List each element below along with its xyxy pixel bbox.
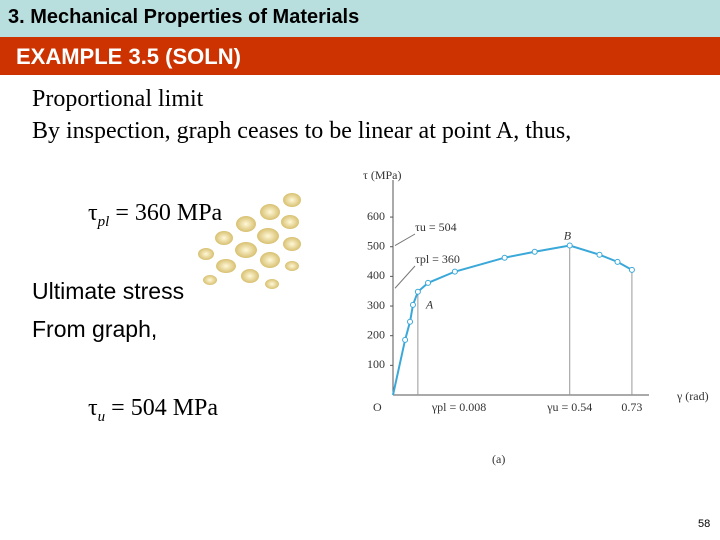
data-point [501,254,508,261]
point-label: A [425,298,434,312]
point-label: B [564,228,572,242]
text-line: Ultimate stress [32,278,185,304]
header-bar: 3. Mechanical Properties of Materials [0,0,720,37]
y-tick-label: 300 [367,298,385,312]
data-point [451,268,458,275]
x-tick-label: γu = 0.54 [546,400,592,414]
banner: EXAMPLE 3.5 (SOLN) [0,37,720,75]
header-title: 3. Mechanical Properties of Materials [8,6,360,28]
x-tick-label: 0.73 [621,400,642,414]
subscript: u [97,408,106,425]
decoration [198,193,301,289]
y-tick-label: 200 [367,327,385,341]
annotation: τu = 504 [415,220,457,234]
y-tick-label: 600 [367,209,385,223]
data-point [402,336,409,343]
data-point [409,301,416,308]
formula-rest: = 504 MPa [111,395,219,421]
y-tick-label: 100 [367,357,385,371]
data-point [407,318,414,325]
callout-line [394,265,416,289]
symbol: τ [88,200,98,226]
page-number: 58 [698,518,711,530]
data-point [628,266,635,273]
text-line: By inspection, graph ceases to be linear… [32,118,572,144]
callout-line [394,233,416,246]
text-line: From graph, [32,316,158,342]
caption: (a) [492,452,505,466]
formula: τpl = 360 MPa [88,200,222,231]
formula-rest: = 360 MPa [115,200,223,226]
data-point [596,251,603,258]
data-point [414,288,421,295]
data-point [614,258,621,265]
text-line: Proportional limit [32,86,204,112]
formula: τu = 504 MPa [88,395,218,426]
x-tick-label: γpl = 0.008 [431,400,486,414]
y-tick-label: 500 [367,238,385,252]
data-point [531,248,538,255]
y-tick-label: 400 [367,268,385,282]
data-point [425,279,432,286]
subscript: pl [97,213,110,230]
origin-label: O [373,400,382,414]
annotation: τpl = 360 [415,252,460,266]
symbol: τ [88,395,98,421]
banner-title: EXAMPLE 3.5 (SOLN) [16,44,241,69]
data-point [566,242,573,249]
curve [392,244,633,396]
y-axis-label: τ (MPa) [363,168,401,182]
x-axis-label: γ (rad) [676,389,709,403]
